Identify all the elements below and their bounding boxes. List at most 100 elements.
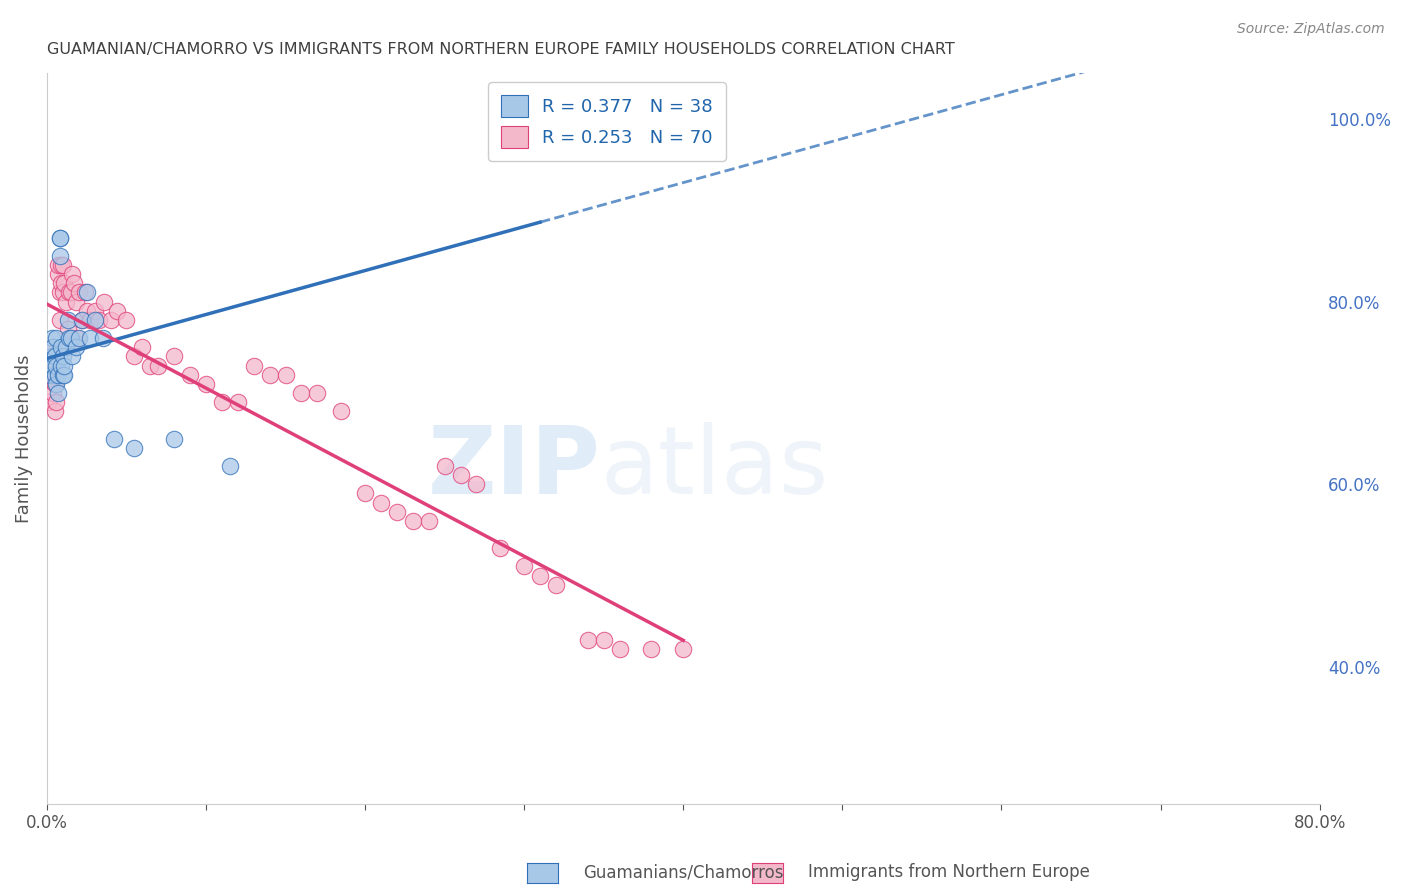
Point <box>46 368 69 382</box>
Point <box>163 350 186 364</box>
Point <box>41 340 63 354</box>
Text: atlas: atlas <box>600 422 828 514</box>
Point <box>45 376 67 391</box>
Point <box>672 641 695 656</box>
Point <box>45 395 67 409</box>
Point <box>56 322 79 336</box>
Y-axis label: Family Households: Family Households <box>15 354 32 523</box>
Point <box>385 505 408 519</box>
Point <box>67 285 90 300</box>
Point <box>45 368 67 382</box>
Point <box>51 277 73 291</box>
Point <box>70 313 93 327</box>
Point <box>89 313 111 327</box>
Point <box>100 313 122 327</box>
Point <box>131 340 153 354</box>
Point <box>52 258 75 272</box>
Point <box>39 368 62 382</box>
Point <box>63 277 86 291</box>
Point <box>274 368 297 382</box>
Text: Source: ZipAtlas.com: Source: ZipAtlas.com <box>1237 22 1385 37</box>
Point <box>489 541 512 556</box>
Point <box>42 340 65 354</box>
Point <box>370 495 392 509</box>
Point <box>418 514 440 528</box>
Point <box>242 359 264 373</box>
Point <box>544 578 567 592</box>
Point <box>46 267 69 281</box>
Point <box>45 359 67 373</box>
Point <box>354 486 377 500</box>
Text: ZIP: ZIP <box>427 422 600 514</box>
Point <box>330 404 353 418</box>
Point <box>48 249 70 263</box>
Point <box>465 477 488 491</box>
Point <box>211 395 233 409</box>
Point <box>195 376 218 391</box>
Point <box>59 331 82 345</box>
Point <box>46 385 69 400</box>
Point <box>53 277 76 291</box>
Point <box>41 368 63 382</box>
Point <box>48 285 70 300</box>
Point <box>163 432 186 446</box>
Point <box>44 350 66 364</box>
Point <box>53 359 76 373</box>
Point <box>592 632 614 647</box>
Point <box>45 331 67 345</box>
Point <box>103 432 125 446</box>
Point <box>60 267 83 281</box>
Point <box>46 258 69 272</box>
Point <box>39 368 62 382</box>
Point <box>48 230 70 244</box>
Point <box>91 331 114 345</box>
Point <box>259 368 281 382</box>
Point <box>67 331 90 345</box>
Point <box>65 294 87 309</box>
Point <box>218 458 240 473</box>
Point <box>124 350 146 364</box>
Point <box>433 458 456 473</box>
Point <box>640 641 662 656</box>
Point <box>226 395 249 409</box>
Point <box>42 359 65 373</box>
Point <box>402 514 425 528</box>
Point <box>66 331 89 345</box>
Point <box>44 368 66 382</box>
Point <box>41 350 63 364</box>
Point <box>56 313 79 327</box>
Legend: R = 0.377   N = 38, R = 0.253   N = 70: R = 0.377 N = 38, R = 0.253 N = 70 <box>488 82 725 161</box>
Point <box>450 468 472 483</box>
Point <box>115 313 138 327</box>
Point <box>51 340 73 354</box>
Point <box>105 303 128 318</box>
Point <box>307 385 329 400</box>
Text: GUAMANIAN/CHAMORRO VS IMMIGRANTS FROM NORTHERN EUROPE FAMILY HOUSEHOLDS CORRELAT: GUAMANIAN/CHAMORRO VS IMMIGRANTS FROM NO… <box>46 42 955 57</box>
Point <box>93 294 115 309</box>
Point <box>70 313 93 327</box>
Point <box>44 404 66 418</box>
Point <box>124 441 146 455</box>
Point <box>55 340 77 354</box>
Point <box>513 559 536 574</box>
Point <box>60 350 83 364</box>
Point <box>83 313 105 327</box>
Point <box>76 303 98 318</box>
Point <box>65 340 87 354</box>
Point <box>609 641 631 656</box>
Point <box>290 385 312 400</box>
Point <box>75 285 97 300</box>
Point <box>41 331 63 345</box>
Point <box>79 331 101 345</box>
Point <box>83 303 105 318</box>
Point <box>44 376 66 391</box>
Point <box>58 285 80 300</box>
Point <box>52 285 75 300</box>
Point <box>148 359 170 373</box>
Point <box>51 359 73 373</box>
Point <box>48 230 70 244</box>
Point <box>58 331 80 345</box>
Point <box>576 632 599 647</box>
Point <box>52 350 75 364</box>
Point <box>52 368 75 382</box>
